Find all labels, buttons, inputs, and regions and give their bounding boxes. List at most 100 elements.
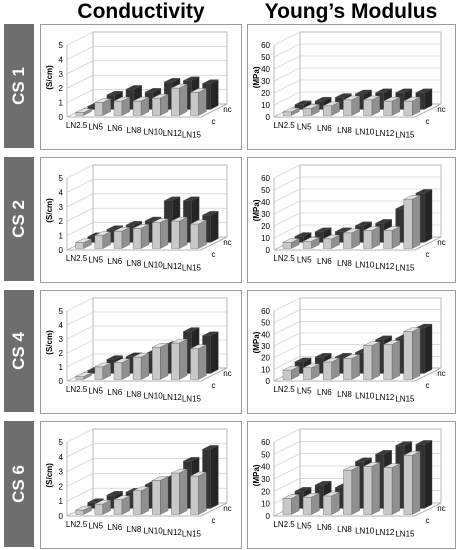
bar-c-LN5 — [94, 98, 111, 116]
chart-svg: 0 10 20 30 40 50 60 (MPa) LN2.5 LN5 LN6 LN8 LN10 LN12… — [252, 164, 446, 273]
bar-c-LN12 — [171, 216, 188, 249]
gridline — [273, 176, 441, 191]
gridline — [273, 55, 441, 70]
y-tick-label: 5 — [59, 174, 64, 183]
bar-top-face — [282, 238, 300, 243]
bar-c-LN8 — [132, 352, 150, 380]
bar-top-face — [314, 96, 332, 102]
bar-front-face — [132, 356, 142, 380]
x-tick-label: LN8 — [337, 126, 352, 135]
bar-top-face — [125, 352, 142, 357]
y-tick-label: 20 — [261, 354, 270, 363]
x-tick-label: LN15 — [395, 395, 415, 404]
bar-c-LN2.5 — [75, 505, 92, 515]
depth-label-nc: nc — [223, 504, 231, 513]
bar-side-face — [210, 79, 219, 110]
bar-front-face — [171, 220, 180, 249]
y-tick-label: 0 — [59, 246, 64, 255]
x-tick-label: LN10 — [144, 526, 164, 535]
x-tick-label: LN10 — [355, 260, 375, 269]
gridline — [273, 188, 441, 203]
bar-top-face — [152, 218, 169, 223]
x-tick-label: LN10 — [144, 127, 164, 136]
gridline — [273, 164, 441, 179]
bar-top-face — [375, 88, 392, 93]
bar-top-face — [415, 440, 433, 445]
bar-c-LN6 — [113, 495, 130, 515]
bar-c-LN5 — [302, 363, 320, 380]
bar-front-face — [152, 97, 161, 116]
bar-front-face — [383, 344, 393, 380]
y-tick-label: 50 — [261, 319, 270, 328]
x-tick-label: LN6 — [108, 124, 123, 133]
bar-c-LN6 — [323, 357, 340, 380]
gridline — [273, 43, 441, 58]
bar-front-face — [323, 105, 332, 116]
gridline — [66, 458, 227, 472]
bar-front-face — [282, 242, 292, 249]
bar-front-face — [363, 466, 373, 515]
bar-top-face — [403, 195, 421, 200]
bar-top-face — [171, 84, 188, 89]
depth-label-c: c — [212, 250, 216, 259]
bar-c-LN12 — [383, 96, 401, 116]
bar-side-face — [351, 354, 360, 380]
bar-top-face — [323, 101, 340, 107]
y-tick-label: 60 — [261, 174, 270, 183]
bar-c-LN6 — [113, 358, 130, 380]
bar-c-LN2.5 — [75, 108, 92, 116]
depth-label-nc: nc — [223, 105, 231, 114]
x-tick-label: LN5 — [88, 387, 103, 396]
depth-label-nc: nc — [437, 238, 445, 247]
bar-c-LN5 — [94, 231, 111, 249]
bar-side-face — [371, 462, 380, 515]
y-tick-label: 4 — [59, 188, 64, 197]
bar-front-face — [171, 87, 180, 116]
bar-top-face — [403, 451, 421, 456]
gridline — [273, 224, 441, 239]
bar-top-face — [171, 338, 188, 344]
gridline — [66, 325, 227, 340]
bar-top-face — [363, 341, 380, 346]
x-tick-label: LN2.5 — [66, 385, 88, 394]
bar-top-face — [94, 231, 111, 236]
bar-top-face — [282, 107, 300, 113]
bar-front-face — [282, 111, 292, 116]
x-tick-label: LN12 — [163, 129, 183, 138]
bar-top-face — [133, 224, 150, 229]
bar-front-face — [403, 455, 413, 515]
bar-top-face — [282, 366, 300, 371]
bar-top-face — [75, 372, 92, 377]
y-tick-label: 3 — [59, 70, 64, 79]
y-tick-label: 60 — [261, 307, 270, 316]
chart-panel: 0 1 2 3 4 5 (S/cm) LN2.5 LN5 LN6 LN8 LN10 LN12 LN15 nc… — [40, 421, 242, 549]
x-tick-label: LN2.5 — [66, 520, 88, 529]
bar-c-LN2.5 — [282, 494, 300, 515]
bar-top-face — [343, 354, 360, 359]
bar-top-face — [106, 491, 123, 496]
y-tick-label: 4 — [59, 453, 64, 462]
bar-top-face — [383, 226, 401, 231]
bar-front-face — [302, 367, 312, 380]
bar-top-face — [133, 352, 150, 358]
gridline — [273, 212, 441, 227]
bar-c-LN10 — [152, 476, 169, 515]
bar-top-face — [183, 327, 200, 332]
bar-front-face — [152, 347, 161, 380]
bar-front-face — [323, 238, 332, 249]
bar-side-face — [412, 451, 421, 515]
bar-c-LN10 — [363, 462, 380, 515]
bar-top-face — [113, 358, 130, 363]
y-tick-label: 4 — [59, 55, 64, 64]
y-tick-label: 5 — [59, 41, 64, 50]
bar-top-face — [171, 468, 188, 474]
bar-front-face — [75, 509, 84, 515]
bar-front-face — [75, 376, 84, 380]
y-tick-label: 10 — [261, 101, 270, 110]
bar-side-face — [198, 344, 207, 380]
bar-c-LN15 — [190, 471, 207, 515]
bar-top-face — [94, 98, 111, 103]
bar-c-LN12 — [383, 340, 401, 380]
bar-front-face — [75, 112, 84, 116]
bar-c-LN12 — [171, 468, 188, 515]
